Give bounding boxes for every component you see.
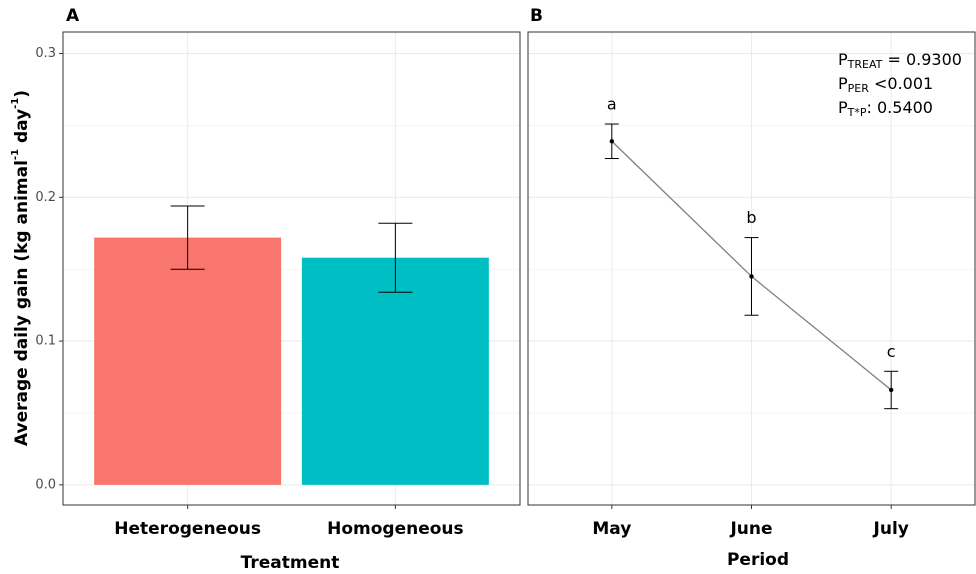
annotation-base: P	[838, 98, 848, 117]
y-tick-label: 0.3	[35, 46, 56, 61]
y-axis-title-sup: -1	[10, 149, 21, 160]
y-axis-title: Average daily gain (kg animal-1 day-1)	[10, 90, 32, 446]
group-letter: b	[746, 208, 756, 227]
bar	[94, 237, 282, 485]
x-tick-label: May	[592, 519, 631, 539]
annotation: PPER <0.001	[838, 74, 933, 96]
error-bar	[170, 205, 205, 270]
x-tick-label: July	[873, 519, 909, 539]
annotation: PT*P: 0.5400	[838, 98, 933, 120]
y-axis-title-part: Average daily gain (kg animal	[12, 160, 32, 446]
panel-title: A	[66, 6, 80, 26]
annotation-text: : 0.5400	[867, 98, 933, 117]
y-tick-label: 0.0	[35, 477, 56, 492]
point	[888, 387, 894, 393]
x-axis-title: Period	[727, 550, 789, 570]
panel-title: B	[530, 6, 543, 26]
annotation-text: <0.001	[869, 74, 933, 93]
annotation-base: P	[838, 50, 848, 69]
y-axis-title-sup: -1	[10, 98, 21, 109]
x-tick-label: Homogeneous	[327, 519, 464, 539]
group-letter: a	[607, 95, 617, 114]
annotation-sub: TREAT	[847, 58, 883, 71]
x-axis-title: Treatment	[241, 553, 340, 573]
y-axis-title-part: day	[12, 109, 32, 149]
group-letter: c	[887, 342, 896, 361]
y-tick-label: 0.2	[35, 190, 56, 205]
point	[609, 139, 615, 144]
x-tick-label: Heterogeneous	[114, 519, 261, 539]
x-tick-label: June	[729, 519, 772, 539]
y-tick-label: 0.1	[35, 334, 56, 349]
annotation-sub: T*P	[847, 106, 867, 119]
panel-border	[62, 31, 521, 506]
y-axis-title-part: )	[12, 90, 32, 98]
annotation-base: P	[838, 74, 848, 93]
bar	[301, 257, 489, 485]
annotation-text: = 0.9300	[882, 50, 962, 69]
point	[749, 274, 754, 279]
annotation: PTREAT = 0.9300	[838, 50, 962, 72]
annotation-sub: PER	[848, 82, 870, 95]
error-bar	[378, 222, 413, 293]
